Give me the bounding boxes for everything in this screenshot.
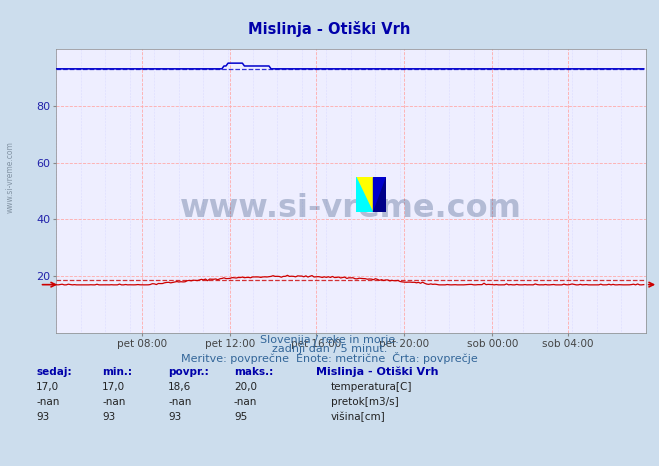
- Text: www.si-vreme.com: www.si-vreme.com: [180, 192, 522, 224]
- Text: 93: 93: [168, 412, 181, 422]
- Text: -nan: -nan: [168, 397, 191, 407]
- Text: 95: 95: [234, 412, 247, 422]
- Text: Mislinja - Otiški Vrh: Mislinja - Otiški Vrh: [316, 367, 439, 377]
- Text: min.:: min.:: [102, 367, 132, 377]
- Text: 93: 93: [102, 412, 115, 422]
- Text: sedaj:: sedaj:: [36, 367, 72, 377]
- Text: Slovenija / reke in morje.: Slovenija / reke in morje.: [260, 335, 399, 344]
- Text: 17,0: 17,0: [102, 382, 125, 392]
- Text: Meritve: povprečne  Enote: metrične  Črta: povprečje: Meritve: povprečne Enote: metrične Črta:…: [181, 352, 478, 363]
- Text: 17,0: 17,0: [36, 382, 59, 392]
- Text: maks.:: maks.:: [234, 367, 273, 377]
- Text: višina[cm]: višina[cm]: [331, 411, 386, 422]
- Text: -nan: -nan: [102, 397, 125, 407]
- Polygon shape: [372, 177, 386, 212]
- Polygon shape: [356, 177, 372, 212]
- Text: zadnji dan / 5 minut.: zadnji dan / 5 minut.: [272, 344, 387, 354]
- Text: Mislinja - Otiški Vrh: Mislinja - Otiški Vrh: [248, 21, 411, 37]
- Text: temperatura[C]: temperatura[C]: [331, 382, 413, 392]
- Text: 18,6: 18,6: [168, 382, 191, 392]
- Text: -nan: -nan: [234, 397, 257, 407]
- Text: pretok[m3/s]: pretok[m3/s]: [331, 397, 399, 407]
- Polygon shape: [372, 177, 386, 212]
- Text: 93: 93: [36, 412, 49, 422]
- Text: 20,0: 20,0: [234, 382, 257, 392]
- Text: povpr.:: povpr.:: [168, 367, 209, 377]
- Text: -nan: -nan: [36, 397, 59, 407]
- Text: www.si-vreme.com: www.si-vreme.com: [5, 141, 14, 213]
